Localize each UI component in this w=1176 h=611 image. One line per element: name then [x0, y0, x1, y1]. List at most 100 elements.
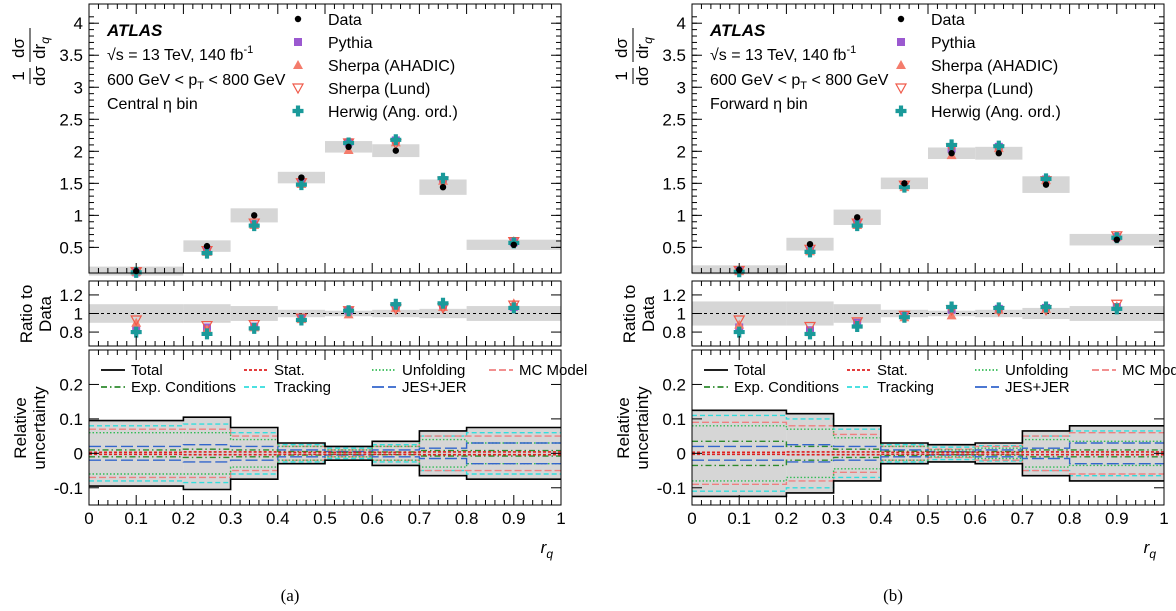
y-tick-label-unc: 0.2	[662, 375, 686, 394]
data-point	[901, 180, 908, 187]
data-point	[392, 147, 399, 154]
x-tick-label: 0.6	[963, 509, 987, 528]
x-axis-label: rq	[1144, 538, 1157, 561]
ratio-uncertainty-band	[833, 304, 881, 323]
legend-label-mc: Sherpa (Lund)	[931, 81, 1033, 98]
x-tick-label: 0.5	[313, 509, 337, 528]
sherpa-ahadic-ratio-point	[131, 317, 142, 327]
herwig-point	[898, 181, 910, 193]
x-tick-label: 0.6	[360, 509, 384, 528]
x-axis-label: rq	[541, 538, 554, 561]
legend-jes-jer-label: JES+JER	[402, 379, 467, 396]
x-tick-label: 0	[687, 509, 696, 528]
legend-label-mc: Sherpa (AHADIC)	[328, 58, 455, 75]
y-tick-label-top: 2	[74, 142, 83, 161]
herwig-point	[437, 172, 449, 184]
mc-model-uncertainty-line	[692, 421, 1164, 450]
y-tick-label-top: 3.5	[662, 46, 686, 65]
y-tick-label-top: 3	[74, 78, 83, 97]
total-uncertainty-line	[692, 461, 1164, 498]
ratio-label-line1: Ratio to	[620, 285, 639, 344]
jes-jer-uncertainty-line	[89, 442, 561, 453]
legend-marker-0	[294, 15, 302, 23]
herwig-point	[993, 140, 1005, 152]
y-tick-label-unc: 0.2	[59, 375, 83, 394]
y-tick-label-unc: 0.1	[662, 410, 686, 429]
y-tick-label-top: 0.5	[662, 238, 686, 257]
herwig-ratio-point	[130, 326, 142, 338]
herwig-ratio-point	[1040, 301, 1052, 313]
sherpa-lund-ratio-point	[1110, 299, 1123, 311]
y-tick-label-ratio: 1	[677, 305, 686, 324]
total-uncertainty-band	[277, 443, 325, 464]
top-plot-frame	[88, 3, 562, 274]
legend-tracking-label: Tracking	[274, 379, 331, 396]
atlas-label: ATLAS	[106, 21, 163, 40]
y-tick-label-ratio: 1.2	[662, 286, 686, 305]
atlas-label: ATLAS	[709, 21, 766, 40]
herwig-point	[390, 134, 402, 146]
x-tick-label: 0.3	[219, 509, 243, 528]
top-plot-frame	[691, 3, 1165, 274]
y-label-denominator-sigma: dσ	[30, 66, 49, 86]
data-point	[1042, 181, 1050, 188]
x-tick-label: 0.9	[502, 509, 526, 528]
legend-label-mc: Pythia	[328, 35, 373, 52]
legend-marker-4	[895, 105, 907, 117]
data-point	[439, 183, 447, 191]
herwig-ratio-point	[993, 302, 1005, 314]
total-uncertainty-band	[89, 420, 184, 487]
herwig-ratio-point	[851, 321, 863, 332]
legend-marker-4	[292, 105, 304, 117]
herwig-point	[295, 179, 307, 191]
x-tick-label: 0	[84, 509, 93, 528]
y-tick-label-unc: 0.1	[59, 410, 83, 429]
y-tick-label-ratio: 0.8	[59, 323, 83, 342]
legend-marker-3	[291, 83, 305, 95]
data-point	[203, 242, 211, 250]
sherpa-lund-ratio-point	[507, 300, 520, 312]
y-tick-label-top: 2.5	[662, 110, 686, 129]
y-tick-label-unc: 0	[677, 444, 686, 463]
y-tick-label-top: 1	[74, 206, 83, 225]
sherpa-lund-ratio-point	[130, 315, 143, 327]
data-point	[995, 150, 1002, 157]
herwig-ratio-point	[437, 297, 449, 309]
legend-label-mc: Sherpa (Lund)	[328, 81, 430, 98]
herwig-ratio-point	[508, 302, 520, 314]
x-tick-label: 0.8	[1058, 509, 1082, 528]
pt-range-label: 600 GeV < pT < 800 GeV	[710, 72, 889, 92]
caption-b: (b)	[883, 586, 903, 605]
y-tick-label-top: 2	[677, 142, 686, 161]
unc-label-line2: uncertainty	[30, 386, 49, 470]
jes-jer-uncertainty-line	[89, 454, 561, 465]
legend-label-mc: Sherpa (AHADIC)	[931, 58, 1058, 75]
total-uncertainty-band	[466, 427, 561, 480]
unc-label-line2: uncertainty	[633, 386, 652, 470]
ratio-label-line2: Data	[639, 296, 658, 332]
region-label: Central η bin	[107, 96, 198, 113]
y-tick-label-ratio: 1.2	[59, 286, 83, 305]
y-tick-label-ratio: 1	[74, 305, 83, 324]
total-uncertainty-band	[786, 413, 834, 493]
ratio-label-line2: Data	[36, 296, 55, 332]
legend-unfolding-label: Unfolding	[1005, 362, 1068, 379]
herwig-ratio-point	[733, 326, 745, 338]
x-tick-label: 0.5	[916, 509, 940, 528]
herwig-point	[343, 137, 355, 149]
legend-mc-model-label: MC Model	[1122, 362, 1176, 379]
region-label: Forward η bin	[710, 96, 808, 113]
sherpa-lund-ratio-point	[200, 320, 214, 332]
y-axis-label-ratio: Ratio to Data	[17, 285, 55, 344]
legend-exp-conditions-label: Exp. Conditions	[131, 379, 236, 396]
x-tick-label: 0.7	[1011, 509, 1035, 528]
y-tick-label-unc: -0.1	[54, 479, 83, 498]
exp-conditions-uncertainty-line	[692, 454, 1164, 467]
y-label-numerator-dsigma: dσ	[9, 38, 28, 58]
x-tick-label: 0.8	[455, 509, 479, 528]
x-tick-label: 0.2	[172, 509, 196, 528]
unc-label-line1: Relative	[614, 397, 633, 458]
